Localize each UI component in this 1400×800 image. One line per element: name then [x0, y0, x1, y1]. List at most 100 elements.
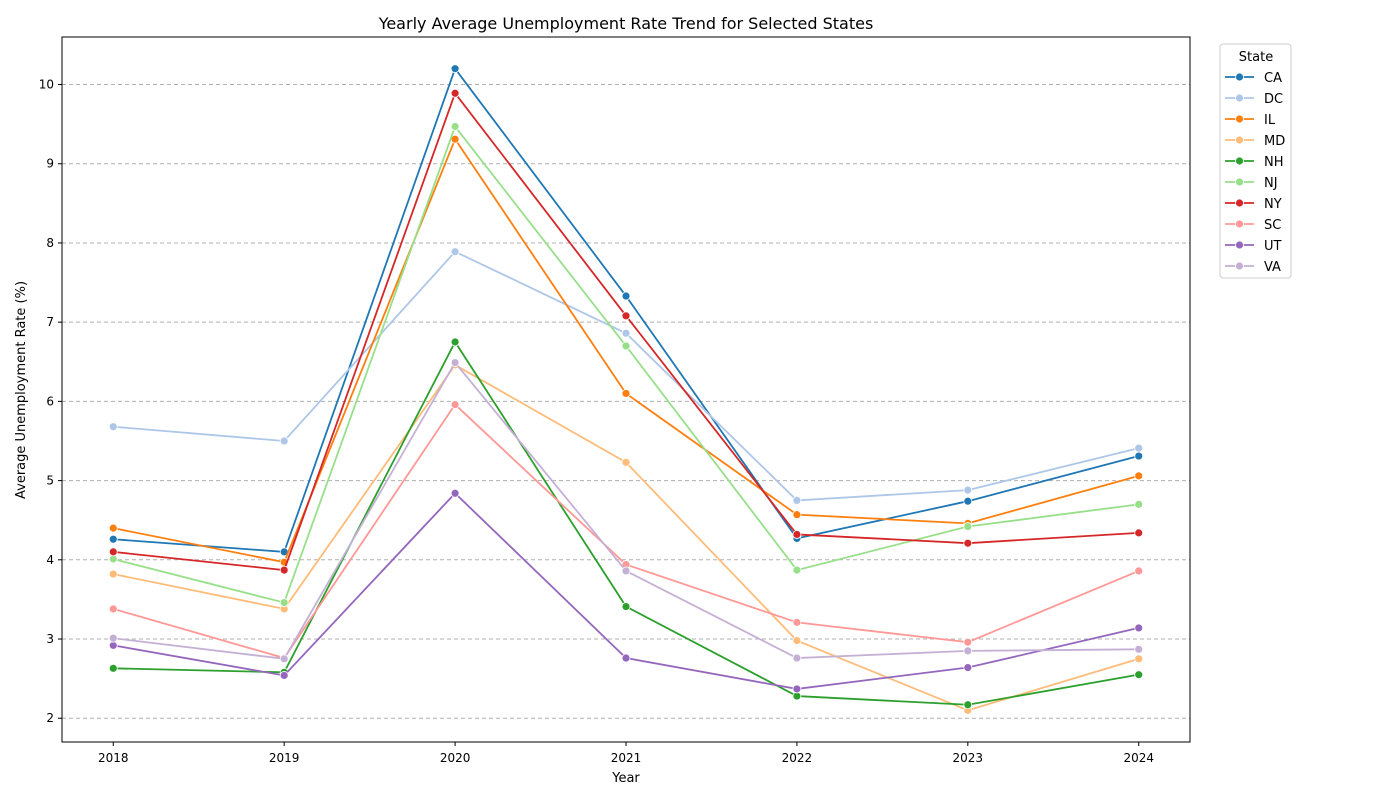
- legend-swatch-marker: [1235, 177, 1244, 187]
- y-axis-label: Average Unemployment Rate (%): [14, 281, 29, 499]
- data-point-ca-2023: [963, 496, 973, 506]
- series-ca: [108, 64, 1144, 557]
- data-point-va-2020: [450, 358, 460, 367]
- y-tick-label: 2: [46, 711, 54, 725]
- data-point-ny-2020: [450, 88, 460, 98]
- series-dc: [108, 247, 1144, 505]
- legend-label: MD: [1264, 134, 1285, 149]
- x-axis-label: Year: [611, 771, 640, 786]
- data-point-ny-2021: [621, 311, 631, 321]
- series-line-il: [113, 137, 1139, 564]
- data-point-nh-2020: [450, 337, 460, 347]
- data-point-md-2024: [1134, 654, 1144, 664]
- data-point-ny-2023: [963, 538, 973, 548]
- data-point-ut-2019: [279, 671, 289, 680]
- legend-swatch-marker: [1235, 198, 1244, 208]
- series-line-ca: [113, 66, 1139, 553]
- legend-item-md: MD: [1225, 134, 1285, 149]
- data-point-nj-2019: [279, 598, 289, 607]
- legend-swatch-marker: [1235, 156, 1244, 166]
- data-point-il-2021: [621, 389, 631, 398]
- x-tick-label: 2022: [782, 751, 813, 765]
- series-line-sc: [113, 403, 1140, 660]
- data-point-va-2018: [108, 633, 118, 643]
- data-point-dc-2024: [1134, 443, 1144, 453]
- series-ut: [108, 488, 1144, 694]
- data-point-dc-2023: [963, 485, 973, 495]
- legend-item-dc: DC: [1225, 92, 1283, 107]
- legend-label: IL: [1264, 113, 1276, 128]
- legend-swatch-marker: [1235, 72, 1244, 82]
- data-point-ut-2021: [621, 653, 631, 663]
- legend-label: VA: [1264, 260, 1281, 275]
- legend-box: [1219, 43, 1292, 279]
- data-point-ut-2024: [1134, 623, 1144, 633]
- x-tick-label: 2019: [269, 751, 300, 765]
- series-nj: [108, 122, 1144, 607]
- y-tick-label: 4: [46, 553, 54, 567]
- data-point-ny-2024: [1134, 528, 1144, 538]
- y-tick-label: 6: [46, 394, 54, 408]
- y-tick-label: 7: [46, 315, 54, 329]
- data-point-nh-2018: [108, 663, 118, 673]
- legend-label: NJ: [1264, 176, 1278, 191]
- legend-label: NY: [1264, 197, 1282, 212]
- legend-swatch-marker: [1235, 240, 1244, 250]
- data-point-ca-2021: [621, 291, 631, 301]
- data-point-sc-2022: [792, 617, 802, 627]
- data-point-dc-2020: [450, 247, 460, 257]
- data-point-ut-2020: [450, 488, 460, 498]
- gridlines: [62, 84, 1190, 719]
- data-point-va-2024: [1134, 644, 1144, 654]
- legend-item-ut: UT: [1225, 239, 1282, 254]
- data-point-sc-2024: [1134, 566, 1144, 576]
- data-point-md-2018: [108, 569, 118, 579]
- legend-swatch-marker: [1235, 219, 1244, 229]
- series-md: [108, 360, 1144, 715]
- legend-swatch-marker: [1235, 135, 1244, 145]
- data-point-ut-2022: [792, 684, 802, 694]
- legend-items: CA DC IL MD NH NJ NY SC UT VA: [1225, 71, 1285, 275]
- series-ny: [108, 88, 1144, 575]
- x-tick-label: 2020: [440, 751, 471, 765]
- series-line-va: [113, 360, 1139, 660]
- legend-item-va: VA: [1225, 260, 1281, 275]
- series-layer: [108, 64, 1144, 715]
- data-point-ca-2018: [108, 534, 118, 544]
- y-tick-label: 10: [39, 78, 54, 92]
- data-point-ca-2024: [1134, 451, 1144, 461]
- data-point-nj-2023: [963, 522, 973, 531]
- legend-label: CA: [1264, 71, 1282, 86]
- series-line-nj: [113, 124, 1139, 604]
- data-point-dc-2022: [792, 495, 802, 505]
- data-point-ca-2020: [450, 64, 460, 74]
- x-tick-label: 2021: [611, 751, 642, 765]
- legend-item-nh: NH: [1225, 155, 1284, 170]
- data-point-ny-2022: [792, 530, 802, 539]
- chart-title: Yearly Average Unemployment Rate Trend f…: [378, 14, 874, 33]
- data-point-ny-2018: [108, 547, 118, 557]
- y-tick-label: 5: [46, 474, 54, 488]
- data-point-nh-2023: [963, 700, 973, 710]
- legend-item-ny: NY: [1225, 197, 1282, 212]
- legend-swatch-marker: [1235, 93, 1244, 103]
- legend-item-il: IL: [1225, 113, 1276, 128]
- data-point-va-2021: [621, 566, 631, 576]
- series-va: [108, 358, 1144, 664]
- series-il: [108, 134, 1144, 567]
- x-tick-label: 2023: [953, 751, 984, 765]
- legend-label: SC: [1264, 218, 1281, 233]
- data-point-sc-2023: [963, 637, 973, 647]
- legend-item-nj: NJ: [1225, 176, 1278, 191]
- data-point-il-2022: [792, 510, 802, 520]
- y-tick-label: 8: [46, 236, 54, 250]
- legend-item-sc: SC: [1225, 218, 1281, 233]
- x-tick-label: 2018: [98, 751, 129, 765]
- legend-label: DC: [1264, 92, 1283, 107]
- legend-title: State: [1239, 50, 1273, 65]
- data-point-md-2022: [792, 636, 802, 646]
- legend-item-ca: CA: [1225, 71, 1282, 86]
- data-point-il-2018: [108, 523, 118, 533]
- data-point-sc-2020: [450, 400, 460, 409]
